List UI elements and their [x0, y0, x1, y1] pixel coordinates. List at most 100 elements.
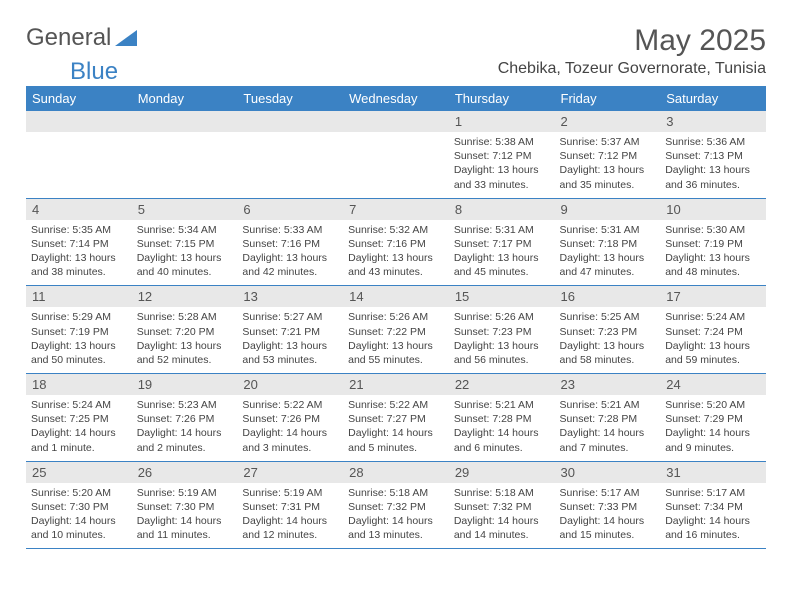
sunrise-text: Sunrise: 5:34 AM	[137, 223, 233, 237]
daylight-text: Daylight: 13 hours and 43 minutes.	[348, 251, 444, 279]
location-subtitle: Chebika, Tozeur Governorate, Tunisia	[498, 60, 766, 78]
sunrise-text: Sunrise: 5:31 AM	[454, 223, 550, 237]
sunrise-text: Sunrise: 5:24 AM	[31, 398, 127, 412]
day-cell: 12Sunrise: 5:28 AMSunset: 7:20 PMDayligh…	[132, 286, 238, 374]
daylight-text: Daylight: 14 hours and 3 minutes.	[242, 426, 338, 454]
day-number: 20	[237, 374, 343, 395]
day-number: 17	[660, 286, 766, 307]
daylight-text: Daylight: 13 hours and 55 minutes.	[348, 339, 444, 367]
daylight-text: Daylight: 13 hours and 35 minutes.	[560, 163, 656, 191]
sunset-text: Sunset: 7:23 PM	[454, 325, 550, 339]
sunset-text: Sunset: 7:22 PM	[348, 325, 444, 339]
day-cell	[132, 111, 238, 198]
sunrise-text: Sunrise: 5:33 AM	[242, 223, 338, 237]
day-data	[237, 132, 343, 194]
day-number: 4	[26, 199, 132, 220]
day-cell: 30Sunrise: 5:17 AMSunset: 7:33 PMDayligh…	[555, 461, 661, 549]
day-data: Sunrise: 5:37 AMSunset: 7:12 PMDaylight:…	[555, 132, 661, 198]
day-number: 21	[343, 374, 449, 395]
day-data: Sunrise: 5:20 AMSunset: 7:30 PMDaylight:…	[26, 483, 132, 549]
day-data: Sunrise: 5:31 AMSunset: 7:17 PMDaylight:…	[449, 220, 555, 286]
day-data: Sunrise: 5:33 AMSunset: 7:16 PMDaylight:…	[237, 220, 343, 286]
sunset-text: Sunset: 7:16 PM	[242, 237, 338, 251]
day-number: 16	[555, 286, 661, 307]
sunrise-text: Sunrise: 5:26 AM	[454, 310, 550, 324]
day-number: 9	[555, 199, 661, 220]
sunset-text: Sunset: 7:30 PM	[31, 500, 127, 514]
sunrise-text: Sunrise: 5:19 AM	[137, 486, 233, 500]
day-cell: 3Sunrise: 5:36 AMSunset: 7:13 PMDaylight…	[660, 111, 766, 198]
sunrise-text: Sunrise: 5:22 AM	[348, 398, 444, 412]
day-header-row: Sunday Monday Tuesday Wednesday Thursday…	[26, 86, 766, 111]
day-data: Sunrise: 5:29 AMSunset: 7:19 PMDaylight:…	[26, 307, 132, 373]
daylight-text: Daylight: 13 hours and 42 minutes.	[242, 251, 338, 279]
daylight-text: Daylight: 13 hours and 58 minutes.	[560, 339, 656, 367]
day-data: Sunrise: 5:17 AMSunset: 7:34 PMDaylight:…	[660, 483, 766, 549]
day-data: Sunrise: 5:19 AMSunset: 7:30 PMDaylight:…	[132, 483, 238, 549]
day-number	[132, 111, 238, 132]
day-cell: 23Sunrise: 5:21 AMSunset: 7:28 PMDayligh…	[555, 374, 661, 462]
sunset-text: Sunset: 7:20 PM	[137, 325, 233, 339]
sunrise-text: Sunrise: 5:23 AM	[137, 398, 233, 412]
day-number: 8	[449, 199, 555, 220]
sunset-text: Sunset: 7:27 PM	[348, 412, 444, 426]
day-number: 6	[237, 199, 343, 220]
day-data: Sunrise: 5:17 AMSunset: 7:33 PMDaylight:…	[555, 483, 661, 549]
daylight-text: Daylight: 13 hours and 53 minutes.	[242, 339, 338, 367]
sunrise-text: Sunrise: 5:17 AM	[560, 486, 656, 500]
day-data: Sunrise: 5:24 AMSunset: 7:25 PMDaylight:…	[26, 395, 132, 461]
sunset-text: Sunset: 7:14 PM	[31, 237, 127, 251]
day-number: 3	[660, 111, 766, 132]
day-cell: 9Sunrise: 5:31 AMSunset: 7:18 PMDaylight…	[555, 198, 661, 286]
day-number: 18	[26, 374, 132, 395]
day-cell: 2Sunrise: 5:37 AMSunset: 7:12 PMDaylight…	[555, 111, 661, 198]
daylight-text: Daylight: 13 hours and 52 minutes.	[137, 339, 233, 367]
day-header: Friday	[555, 86, 661, 111]
day-data: Sunrise: 5:22 AMSunset: 7:27 PMDaylight:…	[343, 395, 449, 461]
daylight-text: Daylight: 14 hours and 6 minutes.	[454, 426, 550, 454]
sunset-text: Sunset: 7:19 PM	[665, 237, 761, 251]
day-cell: 22Sunrise: 5:21 AMSunset: 7:28 PMDayligh…	[449, 374, 555, 462]
page-title: May 2025	[634, 24, 766, 58]
day-data: Sunrise: 5:36 AMSunset: 7:13 PMDaylight:…	[660, 132, 766, 198]
day-data: Sunrise: 5:31 AMSunset: 7:18 PMDaylight:…	[555, 220, 661, 286]
brand-logo-line2: XBlue	[26, 58, 118, 86]
daylight-text: Daylight: 13 hours and 33 minutes.	[454, 163, 550, 191]
day-number: 1	[449, 111, 555, 132]
day-number	[237, 111, 343, 132]
day-cell	[237, 111, 343, 198]
day-data: Sunrise: 5:38 AMSunset: 7:12 PMDaylight:…	[449, 132, 555, 198]
sunrise-text: Sunrise: 5:27 AM	[242, 310, 338, 324]
day-cell: 21Sunrise: 5:22 AMSunset: 7:27 PMDayligh…	[343, 374, 449, 462]
daylight-text: Daylight: 14 hours and 2 minutes.	[137, 426, 233, 454]
day-cell: 25Sunrise: 5:20 AMSunset: 7:30 PMDayligh…	[26, 461, 132, 549]
day-cell: 26Sunrise: 5:19 AMSunset: 7:30 PMDayligh…	[132, 461, 238, 549]
day-number: 25	[26, 462, 132, 483]
sunset-text: Sunset: 7:24 PM	[665, 325, 761, 339]
day-number: 27	[237, 462, 343, 483]
sunset-text: Sunset: 7:12 PM	[560, 149, 656, 163]
day-data: Sunrise: 5:26 AMSunset: 7:23 PMDaylight:…	[449, 307, 555, 373]
day-number: 10	[660, 199, 766, 220]
day-data: Sunrise: 5:18 AMSunset: 7:32 PMDaylight:…	[449, 483, 555, 549]
day-data: Sunrise: 5:32 AMSunset: 7:16 PMDaylight:…	[343, 220, 449, 286]
daylight-text: Daylight: 14 hours and 14 minutes.	[454, 514, 550, 542]
day-data: Sunrise: 5:24 AMSunset: 7:24 PMDaylight:…	[660, 307, 766, 373]
sunset-text: Sunset: 7:16 PM	[348, 237, 444, 251]
sunrise-text: Sunrise: 5:20 AM	[665, 398, 761, 412]
sunset-text: Sunset: 7:33 PM	[560, 500, 656, 514]
day-header: Wednesday	[343, 86, 449, 111]
day-cell: 24Sunrise: 5:20 AMSunset: 7:29 PMDayligh…	[660, 374, 766, 462]
day-cell: 20Sunrise: 5:22 AMSunset: 7:26 PMDayligh…	[237, 374, 343, 462]
sunrise-text: Sunrise: 5:36 AM	[665, 135, 761, 149]
sunset-text: Sunset: 7:23 PM	[560, 325, 656, 339]
week-row: 1Sunrise: 5:38 AMSunset: 7:12 PMDaylight…	[26, 111, 766, 198]
sunset-text: Sunset: 7:31 PM	[242, 500, 338, 514]
day-number	[343, 111, 449, 132]
daylight-text: Daylight: 14 hours and 11 minutes.	[137, 514, 233, 542]
day-cell: 8Sunrise: 5:31 AMSunset: 7:17 PMDaylight…	[449, 198, 555, 286]
day-cell: 11Sunrise: 5:29 AMSunset: 7:19 PMDayligh…	[26, 286, 132, 374]
day-number: 14	[343, 286, 449, 307]
daylight-text: Daylight: 13 hours and 48 minutes.	[665, 251, 761, 279]
day-header: Thursday	[449, 86, 555, 111]
